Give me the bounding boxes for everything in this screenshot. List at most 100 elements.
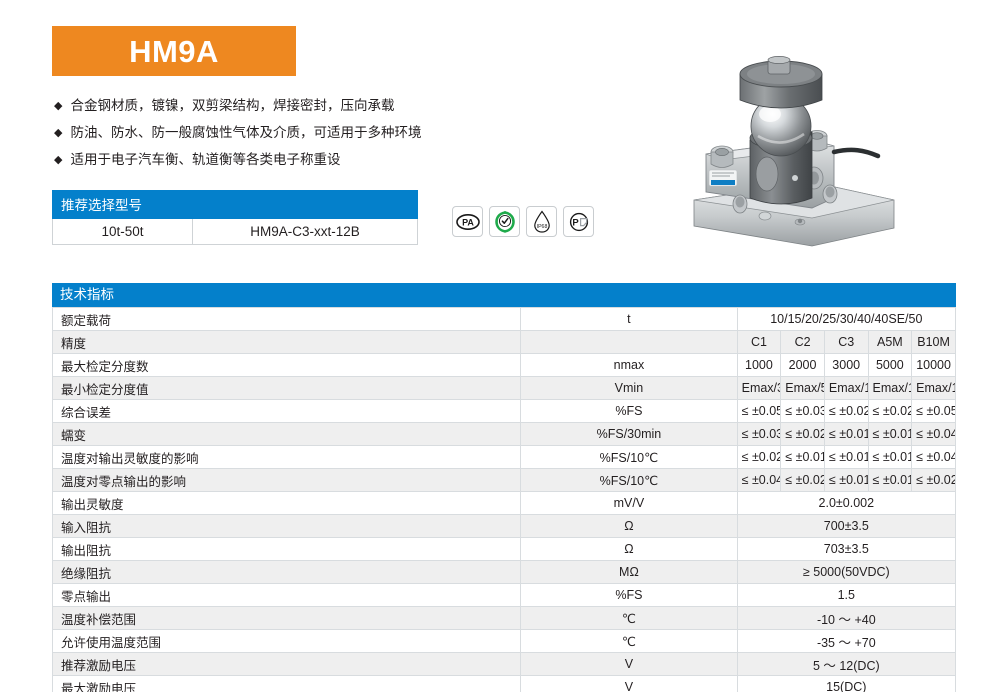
diamond-bullet-icon: ◆: [54, 127, 63, 139]
spec-value-cell: Emax/10000: [911, 376, 956, 400]
spec-value-cell: ≤ ±0.030: [780, 399, 825, 423]
specs-table-row: 绝缘阻抗 MΩ ≥ 5000(50VDC): [51, 560, 957, 584]
spec-value-cell: ≤ ±0.013: [867, 445, 913, 469]
spec-value-cell: ≤ ±0.040: [911, 422, 956, 446]
spec-unit: V: [520, 652, 738, 676]
spec-value-cell: ≤ ±0.015: [823, 468, 869, 492]
spec-parameter-name: 最大激励电压: [51, 675, 522, 692]
spec-value-merged: 703±3.5: [736, 537, 957, 561]
feature-item: ◆ 合金钢材质，镀镍，双剪梁结构，焊接密封，压向承载: [54, 96, 484, 116]
spec-value-cell: 10000: [911, 353, 956, 377]
spec-value-cell: C2: [780, 330, 825, 354]
specs-table-row: 温度补偿范围 ℃ -10 ～ +40: [51, 606, 957, 630]
specs-table-row: 最小检定分度值VminEmax/3000Emax/5000Emax/10000E…: [51, 376, 956, 400]
spec-value-cell: Emax/3000: [736, 376, 782, 400]
feature-item-text: 防油、防水、防一般腐蚀性气体及介质，可适用于多种环境: [70, 125, 422, 140]
spec-unit: MΩ: [520, 560, 738, 584]
specs-table-row: 输入阻抗 Ω 700±3.5: [51, 514, 957, 538]
specs-table-row: 最大激励电压 V 15(DC): [51, 675, 957, 692]
spec-value-cell: ≤ ±0.040: [911, 445, 956, 469]
technical-specs-table: 额定载荷 t 10/15/20/25/30/40/40SE/50 精度 C1 C2 C3 A5…: [51, 307, 957, 692]
spec-unit: ℃: [520, 606, 738, 630]
spec-value-cell: ≤ ±0.024: [780, 422, 825, 446]
spec-unit: %FS/10℃: [520, 445, 738, 469]
product-model-name: HM9A: [129, 33, 219, 69]
spec-unit: mV/V: [520, 491, 738, 515]
spec-value-merged: 1.5: [736, 583, 957, 607]
spec-value-cell: ≤ ±0.050: [736, 399, 782, 423]
spec-value-merged: 10/15/20/25/30/40/40SE/50: [736, 307, 957, 331]
spec-value-cell: 2000: [780, 353, 825, 377]
specs-table-row: 输出阻抗 Ω 703±3.5: [51, 537, 957, 561]
spec-value-cell: Emax/10000: [823, 376, 869, 400]
oiml-pa-badge-icon: PA: [452, 206, 483, 237]
recommended-model-table: 推荐选择型号 10t-50t HM9A-C3-xxt-12B: [52, 190, 418, 245]
svg-text:PA: PA: [462, 217, 474, 227]
spec-unit: nmax: [520, 353, 738, 377]
feature-item: ◆ 防油、防水、防一般腐蚀性气体及介质，可适用于多种环境: [54, 123, 484, 143]
specs-table-row: 温度对零点输出的影响%FS/10℃≤ ±0.047≤ ±0.023≤ ±0.01…: [51, 468, 956, 492]
spec-value-cell: ≤ ±0.020: [823, 399, 869, 423]
diamond-bullet-icon: ◆: [54, 154, 63, 166]
spec-value-cell: B10M: [911, 330, 956, 354]
model-table-header-row: 推荐选择型号: [52, 190, 418, 219]
gost-pc-badge-icon: P: [563, 206, 594, 237]
spec-value-cell: ≤ ±0.026: [867, 399, 913, 423]
spec-value-cell: ≤ ±0.016: [823, 422, 869, 446]
spec-value-cell: 5000: [867, 353, 913, 377]
spec-value-merged: 700±3.5: [736, 514, 957, 538]
spec-unit: Ω: [520, 537, 738, 561]
specs-title-bar: 技术指标: [52, 283, 956, 307]
svg-text:IP68: IP68: [536, 224, 547, 230]
spec-parameter-name: 绝缘阻抗: [51, 560, 522, 584]
spec-value-merged: 5 ～ 12(DC): [736, 652, 957, 676]
model-table-header-label: 推荐选择型号: [52, 190, 418, 219]
specs-table-row: 综合误差%FS≤ ±0.050≤ ±0.030≤ ±0.020≤ ±0.026≤…: [51, 399, 956, 423]
spec-value-merged: 15(DC): [736, 675, 957, 692]
specs-table-row: 推荐激励电压 V 5 ～ 12(DC): [51, 652, 957, 676]
spec-value-cell: A5M: [867, 330, 913, 354]
spec-parameter-name: 精度: [51, 330, 522, 354]
spec-value-cell: ≤ ±0.017: [780, 445, 825, 469]
spec-unit: %FS: [520, 399, 738, 423]
specs-table-row: 输出灵敏度 mV/V 2.0±0.002: [51, 491, 957, 515]
spec-value-cell: ≤ ±0.020: [911, 468, 956, 492]
spec-value-cell: C1: [736, 330, 782, 354]
feature-item: ◆ 适用于电子汽车衡、轨道衡等各类电子称重设: [54, 150, 484, 170]
spec-unit: %FS: [520, 583, 738, 607]
technical-specs-section: 技术指标 额定载荷 t 10/15/20/25/30/40/40SE/50 精度 C1 C…: [51, 283, 957, 692]
spec-unit: %FS/30min: [520, 422, 738, 446]
model-table-row: 10t-50t HM9A-C3-xxt-12B: [52, 218, 418, 245]
model-capacity-value: 10t-50t: [52, 218, 193, 245]
spec-parameter-name: 允许使用温度范围: [51, 629, 522, 653]
product-photo-load-cell: [662, 32, 920, 270]
spec-value-cell: 3000: [823, 353, 869, 377]
specs-table-row: 蠕变%FS/30min≤ ±0.038≤ ±0.024≤ ±0.016≤ ±0.…: [51, 422, 956, 446]
specs-table-row: 额定载荷 t 10/15/20/25/30/40/40SE/50: [51, 307, 957, 331]
spec-value-cell: ≤ ±0.014: [867, 468, 913, 492]
spec-unit: Ω: [520, 514, 738, 538]
spec-unit: [520, 330, 738, 354]
spec-parameter-name: 最小检定分度值: [51, 376, 522, 400]
spec-value-merged: -10 ～ +40: [736, 606, 957, 630]
spec-unit: V: [520, 675, 738, 692]
spec-parameter-name: 输出灵敏度: [51, 491, 522, 515]
spec-value-cell: ≤ ±0.011: [823, 445, 869, 469]
spec-parameter-name: 蠕变: [51, 422, 522, 446]
specs-table-row: 最大检定分度数 nmax 1000 2000 3000 5000 10000: [51, 353, 956, 377]
feature-list: ◆ 合金钢材质，镀镍，双剪梁结构，焊接密封，压向承载 ◆ 防油、防水、防一般腐蚀…: [54, 96, 484, 177]
quality-wreath-badge-icon: [489, 206, 520, 237]
spec-parameter-name: 最大检定分度数: [51, 353, 522, 377]
spec-unit: Vmin: [520, 376, 738, 400]
model-code-value: HM9A-C3-xxt-12B: [192, 218, 418, 245]
spec-parameter-name: 温度补偿范围: [51, 606, 522, 630]
specs-table-row: 精度 C1 C2 C3 A5M B10M: [51, 330, 956, 354]
spec-unit: t: [520, 307, 738, 331]
spec-parameter-name: 推荐激励电压: [51, 652, 522, 676]
spec-value-merged: ≥ 5000(50VDC): [736, 560, 957, 584]
spec-value-cell: Emax/15000: [867, 376, 913, 400]
spec-parameter-name: 零点输出: [51, 583, 522, 607]
spec-value-merged: -35 ～ +70: [736, 629, 957, 653]
spec-unit: ℃: [520, 629, 738, 653]
